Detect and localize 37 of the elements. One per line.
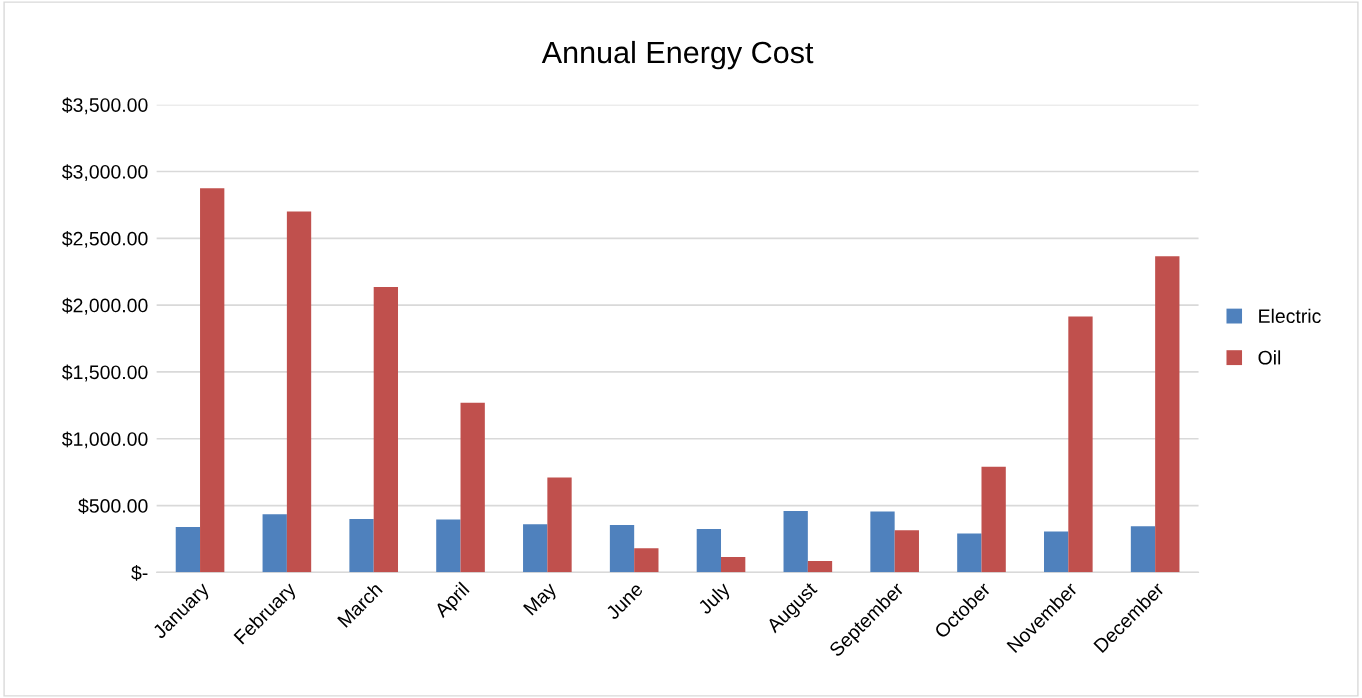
bar	[200, 188, 225, 573]
y-tick-label: $-	[131, 565, 148, 581]
y-tick-label: $2,000.00	[62, 297, 148, 315]
legend-label: Oil	[1258, 350, 1281, 365]
bar	[175, 526, 201, 573]
bar	[894, 530, 919, 573]
y-tick-label: $3,500.00	[62, 97, 148, 115]
legend-label: Electric	[1259, 308, 1321, 324]
bar	[783, 510, 808, 573]
bar	[721, 556, 746, 573]
y-tick-label: $500.00	[78, 498, 148, 514]
y-tick-label: $3,000.00	[62, 164, 148, 182]
bar	[696, 528, 722, 573]
bar	[1130, 526, 1156, 573]
bar	[547, 477, 572, 573]
y-tick-label: $1,500.00	[62, 364, 148, 382]
bar	[1044, 531, 1069, 573]
x-tick-label: May	[523, 581, 561, 619]
bar	[634, 548, 659, 573]
x-tick-label: July	[696, 580, 734, 618]
chart-title: Annual Energy Cost	[541, 40, 814, 70]
bar	[523, 524, 548, 573]
bar	[286, 211, 312, 573]
bar	[1155, 256, 1180, 573]
bar	[262, 514, 287, 573]
bar	[807, 561, 833, 573]
bar	[373, 287, 399, 573]
bar	[609, 524, 635, 573]
y-tick-label: $2,500.00	[62, 230, 148, 248]
bar	[981, 466, 1006, 573]
bar	[349, 518, 374, 573]
bar	[436, 519, 461, 573]
bar	[870, 511, 895, 573]
bar	[1068, 316, 1093, 573]
y-tick-label: $1,000.00	[62, 431, 148, 449]
bar	[460, 402, 485, 573]
bar	[957, 533, 982, 573]
